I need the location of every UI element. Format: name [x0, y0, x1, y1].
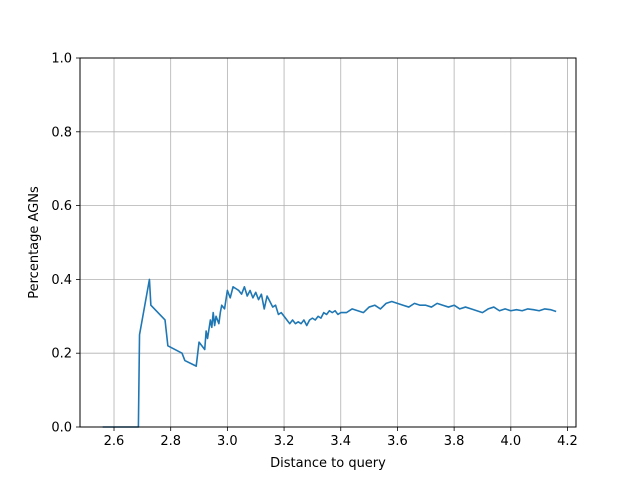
axis-ticks: 2.6 2.8 3.0 3.2 3.4 3.6 3.8 4.0 4.2 0.0 0.2 0.4 0.6 0… — [51, 52, 578, 450]
y-tick-label: 0.2 — [51, 347, 72, 362]
grid-lines — [80, 57, 576, 428]
x-tick-label: 4.2 — [557, 434, 578, 449]
y-axis-label: Percentage AGNs — [27, 186, 42, 299]
x-tick-label: 2.8 — [160, 434, 181, 449]
x-tick-label: 2.6 — [104, 434, 125, 449]
plot-frame — [79, 57, 577, 428]
y-tick-label: 1.0 — [51, 52, 72, 67]
x-tick-label: 4.0 — [500, 434, 521, 449]
x-tick-label: 3.4 — [330, 434, 351, 449]
x-tick-label: 3.6 — [387, 434, 408, 449]
x-tick-label: 3.2 — [274, 434, 295, 449]
y-tick-label: 0.6 — [51, 199, 72, 214]
data-series — [102, 278, 557, 428]
y-tick-label: 0.0 — [51, 421, 72, 436]
x-axis-label: Distance to query — [270, 456, 386, 471]
series-line — [102, 278, 557, 428]
x-tick-label: 3.0 — [217, 434, 238, 449]
y-tick-label: 0.8 — [51, 125, 72, 140]
x-tick-label: 3.8 — [444, 434, 465, 449]
y-tick-label: 0.4 — [51, 273, 72, 288]
